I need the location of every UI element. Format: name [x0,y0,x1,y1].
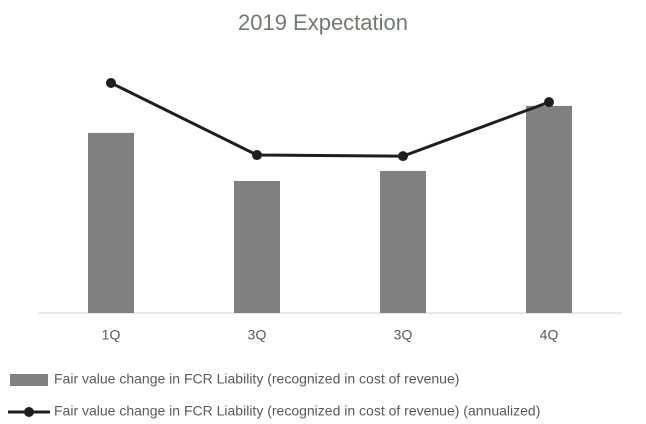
line-marker [544,97,554,108]
line-marker [252,150,262,161]
chart-title: 2019 Expectation [238,10,408,35]
bar [526,105,572,313]
legend-label: Fair value change in FCR Liability (reco… [54,403,540,419]
bar [380,170,426,313]
legend-swatch [10,374,48,386]
bar [88,132,134,313]
x-tick-label: 1Q [102,327,121,343]
legend-label: Fair value change in FCR Liability (reco… [54,371,459,387]
line-marker [398,151,408,162]
bar [234,180,280,313]
line [110,81,550,158]
legend-swatch [24,407,34,417]
x-tick-label: 3Q [248,327,267,343]
x-tick-label: 3Q [394,327,413,343]
x-tick-label: 4Q [540,327,559,343]
line-marker [106,77,116,88]
